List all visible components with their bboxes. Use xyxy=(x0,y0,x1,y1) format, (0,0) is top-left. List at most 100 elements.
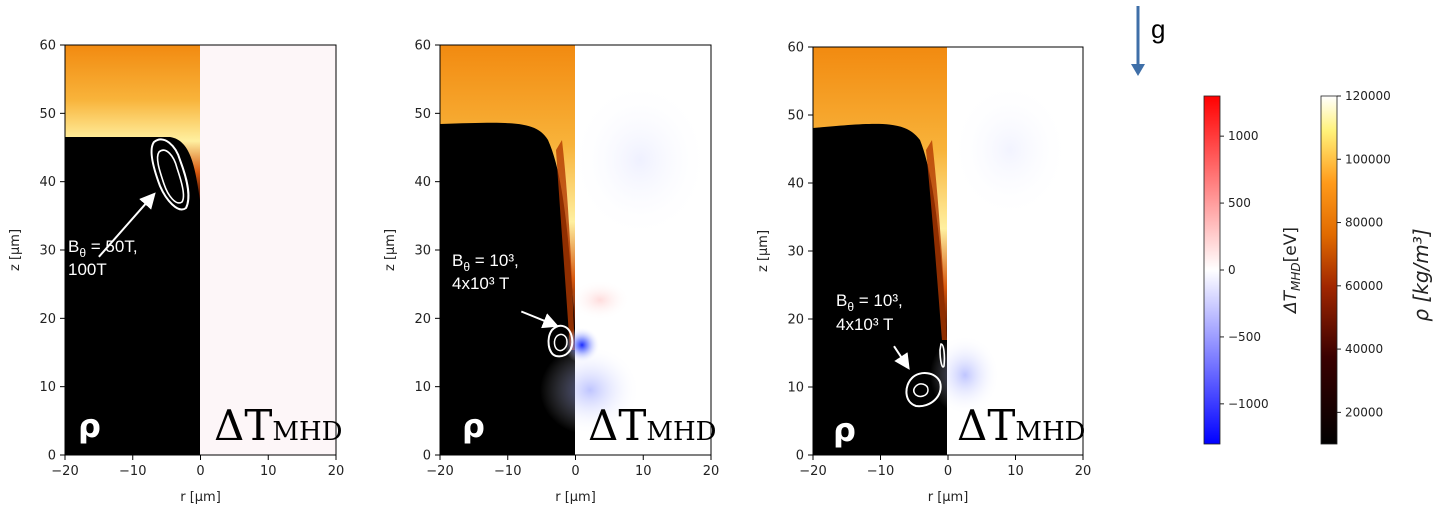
b-field-annotation: Bθ = 10³, xyxy=(836,291,903,314)
x-tick-label: 10 xyxy=(1007,464,1024,479)
axes: −20 −10 0 10 20 0 10 20 30 40 50 60 r [μm] z [μm] xyxy=(756,41,1091,506)
y-tick-label: 10 xyxy=(414,380,431,395)
colorbar-tick-label: 80000 xyxy=(1345,216,1383,230)
annotation-arrow xyxy=(520,310,559,329)
y-axis-label: z [μm] xyxy=(8,229,23,271)
colorbar-tick-label: 500 xyxy=(1228,196,1251,210)
delta-t-mhd-label: ΔTMHD xyxy=(957,401,1086,450)
colorbar-label: ρ [kg/m³] xyxy=(1409,228,1433,321)
density-ridge xyxy=(926,140,947,340)
b-field-annotation-line2: 100T xyxy=(68,260,107,279)
rho-label: ρ xyxy=(833,411,856,449)
colorbar-tick-label: 120000 xyxy=(1345,89,1391,103)
gravity-indicator: g xyxy=(1131,6,1165,76)
b-field-contour xyxy=(150,138,190,211)
temperature-perturbation xyxy=(570,80,710,240)
b-field-annotation-line2: 4x10³ T xyxy=(836,315,893,334)
x-tick-label: 20 xyxy=(703,464,720,479)
colorbar-ticks: 1000 500 0 −500 −1000 xyxy=(1220,129,1269,411)
colorbar-tick-label: 100000 xyxy=(1345,152,1391,166)
delta-t-mhd-label: ΔTMHD xyxy=(588,401,717,450)
x-tick-label: 0 xyxy=(944,464,952,479)
y-tick-label: 60 xyxy=(787,41,804,56)
x-tick-label: −20 xyxy=(426,464,453,479)
delta-t-mhd-label: ΔTMHD xyxy=(214,401,343,450)
y-tick-label: 60 xyxy=(39,39,56,54)
temperature-positive-region xyxy=(570,280,630,320)
y-tick-label: 20 xyxy=(39,312,56,327)
x-axis-label: r [μm] xyxy=(928,490,969,505)
colorbar-tick-label: 0 xyxy=(1228,263,1236,277)
x-axis-label: r [μm] xyxy=(180,490,221,505)
colorbar-gradient xyxy=(1203,95,1221,445)
colorbar-label: ΔTMHD[eV] xyxy=(1281,227,1303,315)
rho-label: ρ xyxy=(78,407,101,445)
x-tick-label: 0 xyxy=(196,464,204,479)
colorbar-rho: 120000 100000 80000 60000 40000 20000 ρ [kg/m… xyxy=(1320,89,1433,445)
colorbar-tick-label: 1000 xyxy=(1228,129,1259,143)
temperature-negative-halo xyxy=(540,345,640,435)
y-tick-label: 40 xyxy=(414,175,431,190)
colorbar-tick-label: 40000 xyxy=(1345,342,1383,356)
y-tick-label: 30 xyxy=(787,245,804,260)
y-tick-label: 10 xyxy=(787,381,804,396)
b-field-contour xyxy=(905,343,946,408)
b-field-annotation: Bθ = 50T, xyxy=(68,237,138,260)
y-tick-label: 30 xyxy=(39,244,56,259)
gravity-label: g xyxy=(1151,14,1165,44)
axes: −20 −10 0 10 20 0 10 20 30 40 50 60 r [μm] z [μm] xyxy=(8,39,344,506)
density-dense-layer xyxy=(440,45,575,330)
temperature-negative-region xyxy=(930,335,1000,415)
temperature-perturbation xyxy=(950,80,1070,220)
panel-2: Bθ = 10³, 4x10³ T ρ ΔTMHD −20 −10 0 10 20 0 10… xyxy=(383,39,719,506)
y-tick-label: 20 xyxy=(414,312,431,327)
b-field-annotation: Bθ = 10³, xyxy=(452,251,519,274)
y-tick-label: 40 xyxy=(39,175,56,190)
x-tick-label: −20 xyxy=(51,464,78,479)
colorbar-tick-label: 20000 xyxy=(1345,405,1383,419)
y-tick-label: 60 xyxy=(414,39,431,54)
x-tick-label: −20 xyxy=(799,464,826,479)
x-tick-label: −10 xyxy=(494,464,521,479)
axes: −20 −10 0 10 20 0 10 20 30 40 50 60 r [μm] z [μm] xyxy=(383,39,719,506)
density-dense-layer xyxy=(65,45,200,200)
colorbar-delta-t: 1000 500 0 −500 −1000 ΔTMHD[eV] xyxy=(1203,95,1303,445)
b-field-annotation-line2: 4x10³ T xyxy=(452,274,509,293)
y-tick-label: 10 xyxy=(39,380,56,395)
y-tick-label: 0 xyxy=(48,449,56,464)
panel-1: Bθ = 50T, 100T ρ ΔTMHD −20 −10 0 10 20 0 10 20 3… xyxy=(8,39,344,506)
x-tick-label: 10 xyxy=(260,464,277,479)
colorbar-tick-label: −500 xyxy=(1228,330,1261,344)
x-tick-label: −10 xyxy=(119,464,146,479)
y-tick-label: 20 xyxy=(787,313,804,328)
annotation-arrow xyxy=(98,192,156,258)
density-dense-layer xyxy=(813,47,947,340)
colorbar-gradient xyxy=(1320,95,1338,445)
x-tick-label: 20 xyxy=(328,464,345,479)
gravity-arrowhead-icon xyxy=(1131,64,1145,76)
y-tick-label: 50 xyxy=(414,107,431,122)
panel-3: Bθ = 10³, 4x10³ T ρ ΔTMHD −20 −10 0 10 20 0 10… xyxy=(756,41,1091,506)
y-axis-label: z [μm] xyxy=(383,229,398,271)
y-tick-label: 50 xyxy=(39,107,56,122)
x-tick-label: 0 xyxy=(571,464,579,479)
b-field-contour xyxy=(547,324,574,358)
annotation-arrow xyxy=(893,345,910,370)
temperature-negative-core xyxy=(564,327,600,363)
y-tick-label: 0 xyxy=(796,449,804,464)
y-tick-label: 50 xyxy=(787,109,804,124)
colorbar-tick-label: −1000 xyxy=(1228,397,1269,411)
x-tick-label: 10 xyxy=(635,464,652,479)
y-tick-label: 40 xyxy=(787,177,804,192)
y-axis-label: z [μm] xyxy=(756,230,771,272)
rho-label: ρ xyxy=(462,407,485,445)
x-tick-label: −10 xyxy=(867,464,894,479)
y-tick-label: 0 xyxy=(423,449,431,464)
y-tick-label: 30 xyxy=(414,244,431,259)
temperature-field xyxy=(200,45,336,455)
colorbar-ticks: 120000 100000 80000 60000 40000 20000 xyxy=(1337,89,1391,419)
x-axis-label: r [μm] xyxy=(555,490,596,505)
x-tick-label: 20 xyxy=(1075,464,1092,479)
colorbar-tick-label: 60000 xyxy=(1345,279,1383,293)
